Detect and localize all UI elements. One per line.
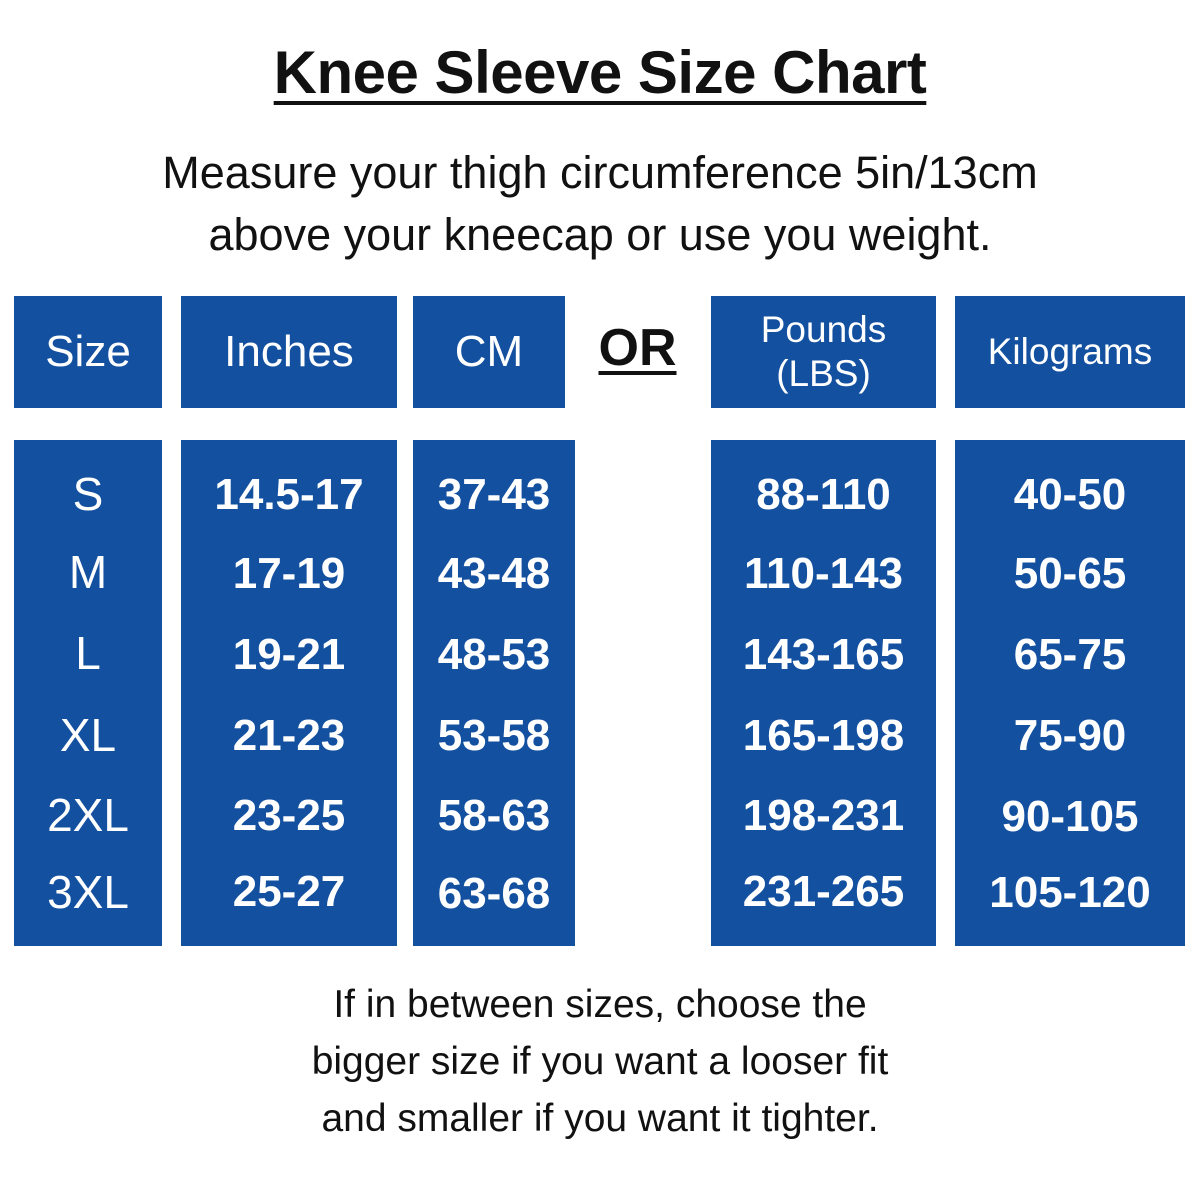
cm-cell: 58-63	[437, 791, 551, 840]
sizing-note-line: bigger size if you want a looser fit	[311, 1040, 889, 1083]
column-kilograms: 40-50 50-65 65-75 75-90 90-105 105-120	[955, 440, 1185, 946]
kilograms-cell: 65-75	[1013, 630, 1127, 679]
cm-cell: 37-43	[437, 470, 551, 519]
header-kilograms-label: Kilograms	[987, 331, 1153, 372]
header-pounds-unit: (LBS)	[776, 353, 871, 394]
inches-cell: 21-23	[232, 711, 346, 760]
cm-cell: 43-48	[437, 549, 551, 598]
page-title-text: Knee Sleeve Size Chart	[273, 39, 927, 106]
pounds-cell: 110-143	[743, 549, 904, 598]
inches-cell: 23-25	[232, 791, 346, 840]
kilograms-cell: 105-120	[989, 868, 1151, 917]
size-cell: XL	[59, 709, 117, 761]
cm-cell: 48-53	[437, 630, 551, 679]
cm-cell: 53-58	[437, 711, 551, 760]
size-cell: S	[72, 468, 104, 520]
column-pounds: 88-110 110-143 143-165 165-198 198-231 2…	[711, 440, 936, 946]
header-pounds-label: Pounds	[760, 309, 887, 350]
sizing-note-line: If in between sizes, choose the	[333, 983, 867, 1026]
column-inches: 14.5-17 17-19 19-21 21-23 23-25 25-27	[181, 440, 397, 946]
size-cell: 3XL	[47, 866, 129, 918]
pounds-cell: 231-265	[742, 867, 905, 916]
sizing-note: If in between sizes, choose the bigger s…	[0, 976, 1200, 1147]
inches-cell: 17-19	[232, 549, 346, 598]
header-size-label: Size	[45, 327, 131, 376]
header-inches: Inches	[181, 296, 397, 408]
instructions: Measure your thigh circumference 5in/13c…	[0, 142, 1200, 266]
header-size: Size	[14, 296, 162, 408]
or-separator-text: OR	[598, 319, 677, 377]
size-cell: M	[68, 546, 108, 598]
kilograms-cell: 40-50	[1013, 470, 1127, 519]
size-cell: L	[75, 627, 101, 679]
cm-cell: 63-68	[437, 869, 551, 918]
pounds-cell: 198-231	[742, 791, 905, 840]
inches-cell: 19-21	[232, 630, 346, 679]
header-kilograms: Kilograms	[955, 296, 1185, 408]
header-inches-label: Inches	[224, 327, 354, 376]
pounds-cell: 88-110	[756, 470, 891, 519]
column-cm: 37-43 43-48 48-53 53-58 58-63 63-68	[413, 440, 575, 946]
instructions-line: above your kneecap or use you weight.	[208, 209, 992, 260]
or-separator: OR	[575, 318, 700, 378]
pounds-cell: 165-198	[742, 711, 905, 760]
instructions-line: Measure your thigh circumference 5in/13c…	[162, 147, 1038, 198]
header-pounds: Pounds (LBS)	[711, 296, 936, 408]
header-cm: CM	[413, 296, 565, 408]
inches-cell: 25-27	[232, 867, 346, 916]
pounds-cell: 143-165	[742, 630, 905, 679]
sizing-note-line: and smaller if you want it tighter.	[321, 1097, 879, 1140]
kilograms-cell: 50-65	[1013, 549, 1127, 598]
size-cell: 2XL	[47, 789, 129, 841]
kilograms-cell: 90-105	[1001, 792, 1139, 841]
kilograms-cell: 75-90	[1013, 711, 1127, 760]
inches-cell: 14.5-17	[214, 470, 364, 519]
column-size: S M L XL 2XL 3XL	[14, 440, 162, 946]
header-cm-label: CM	[454, 327, 524, 376]
page-title: Knee Sleeve Size Chart	[0, 38, 1200, 107]
